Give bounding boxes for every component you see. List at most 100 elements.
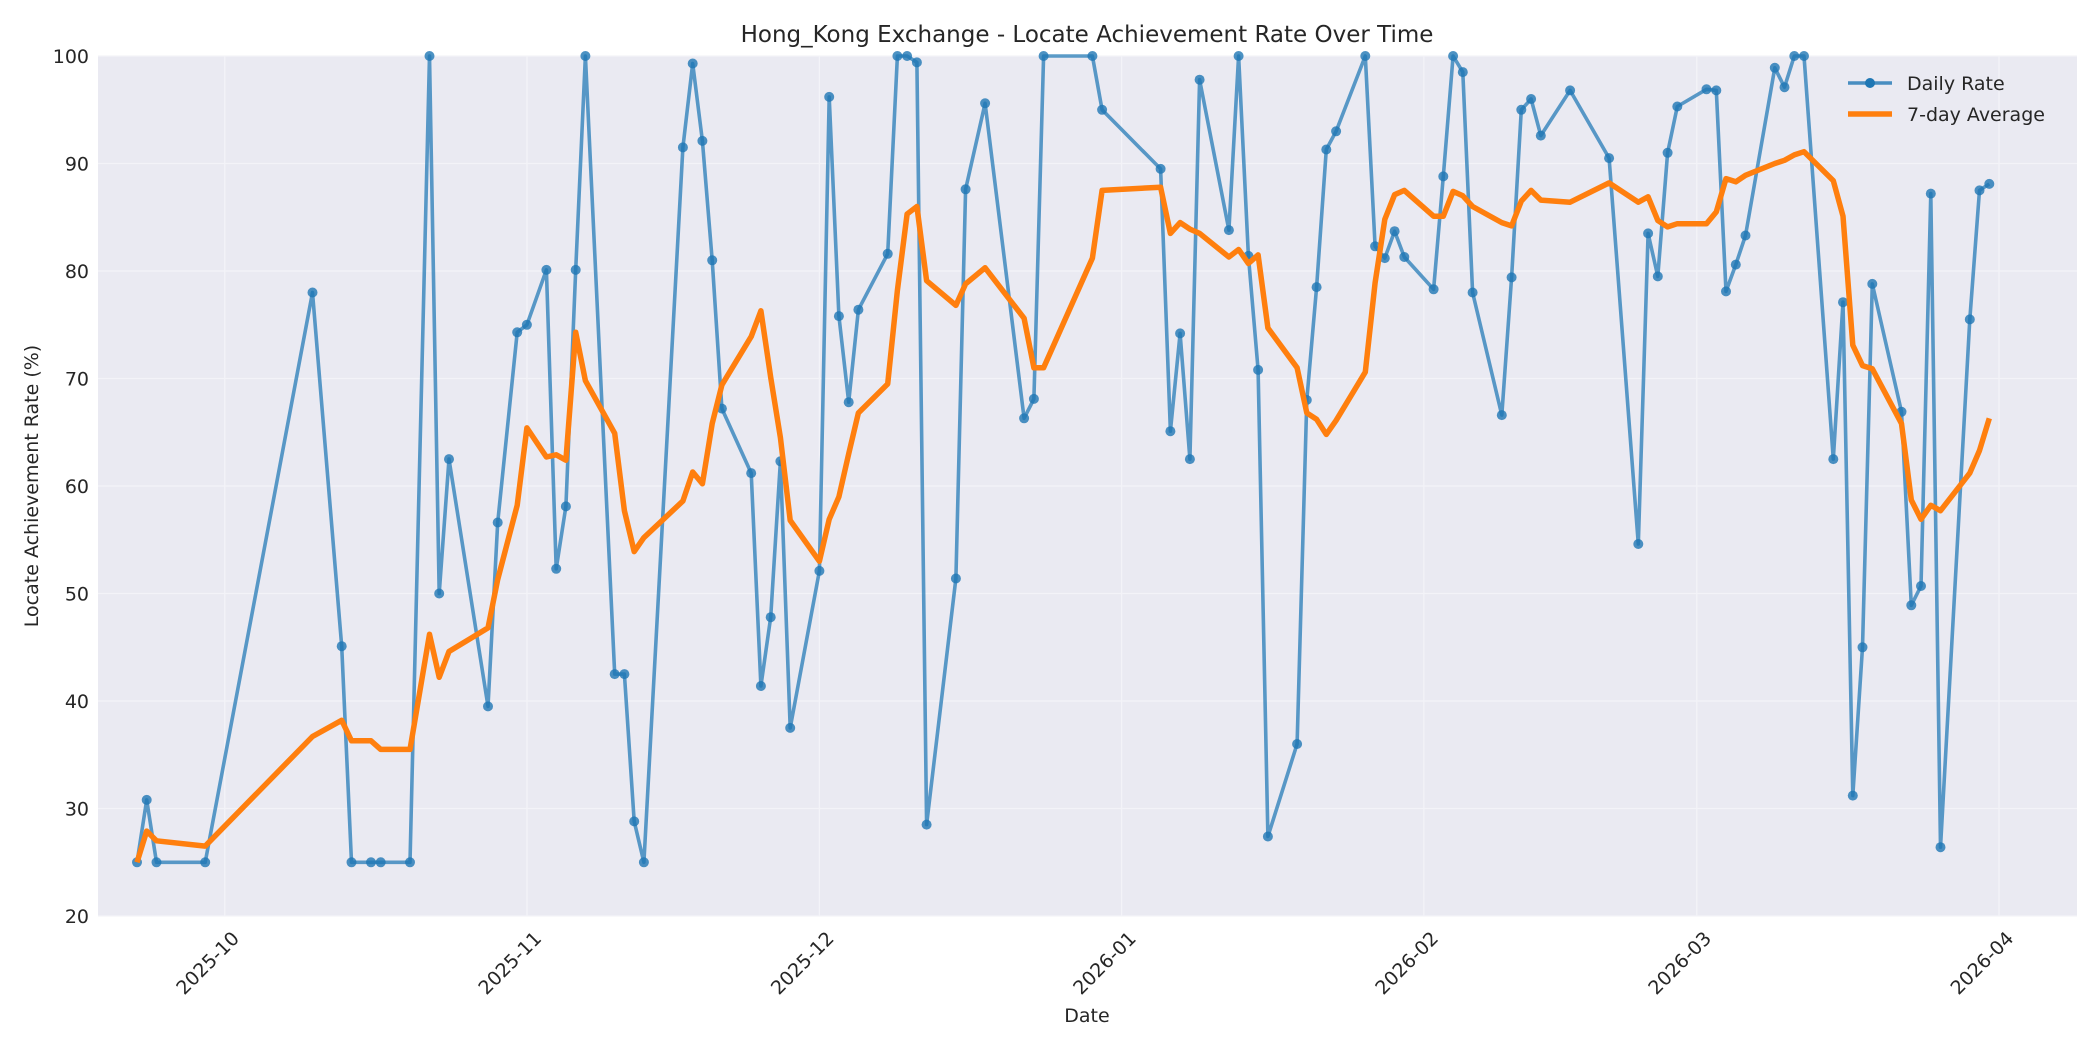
point-daily-rate (1292, 739, 1303, 749)
point-daily-rate (902, 51, 913, 61)
point-daily-rate (151, 857, 162, 868)
point-daily-rate (1721, 286, 1731, 297)
point-daily-rate (405, 857, 415, 868)
point-daily-rate (1652, 271, 1663, 282)
point-daily-rate (336, 641, 347, 652)
point-daily-rate (1331, 126, 1342, 137)
point-daily-rate (609, 669, 620, 680)
point-daily-rate (1438, 171, 1449, 182)
point-daily-rate (882, 248, 893, 259)
legend: Daily Rate 7-day Average (1848, 73, 2045, 126)
point-daily-rate (1672, 101, 1683, 112)
point-daily-rate (1906, 600, 1917, 611)
point-daily-rate (1662, 147, 1673, 158)
point-daily-rate (1028, 393, 1039, 404)
point-daily-rate (638, 857, 649, 868)
point-daily-rate (1223, 225, 1234, 236)
point-daily-rate (1262, 831, 1273, 842)
point-daily-rate (1701, 84, 1712, 95)
y-tick-label: 70 (65, 369, 89, 391)
y-tick-label: 60 (65, 476, 89, 498)
point-daily-rate (1516, 104, 1527, 115)
point-daily-rate (785, 722, 796, 733)
y-tick-label: 30 (65, 799, 89, 821)
point-daily-rate (1730, 259, 1741, 270)
point-daily-rate (580, 51, 591, 61)
point-daily-rate (1643, 228, 1654, 239)
point-daily-rate (1155, 163, 1166, 174)
y-tick-label: 50 (65, 584, 89, 606)
point-daily-rate (1175, 328, 1186, 339)
point-daily-rate (1828, 454, 1839, 465)
point-daily-rate (697, 135, 708, 146)
point-daily-rate (1964, 314, 1975, 325)
point-daily-rate (307, 287, 318, 298)
legend-marker-daily-rate (1865, 78, 1875, 88)
point-daily-rate (1019, 413, 1030, 424)
point-daily-rate (921, 819, 932, 830)
y-axis-ticks: 20 30 40 50 60 70 80 90 100 (53, 46, 89, 928)
point-daily-rate (1789, 51, 1800, 61)
point-daily-rate (570, 264, 581, 275)
point-daily-rate (1428, 284, 1439, 295)
point-daily-rate (1740, 230, 1751, 241)
point-daily-rate (629, 816, 640, 827)
point-daily-rate (1799, 51, 1809, 61)
chart-title: Hong_Kong Exchange - Locate Achievement … (741, 22, 1434, 48)
series-layer (132, 51, 1995, 868)
point-daily-rate (1379, 253, 1390, 264)
point-daily-rate (892, 51, 903, 61)
point-daily-rate (1779, 82, 1790, 93)
point-daily-rate (200, 857, 211, 868)
point-daily-rate (824, 91, 835, 102)
y-tick-label: 40 (65, 691, 89, 713)
point-daily-rate (814, 565, 825, 576)
point-daily-rate (980, 98, 991, 109)
point-daily-rate (541, 264, 552, 275)
y-tick-label: 80 (65, 261, 89, 283)
point-daily-rate (707, 255, 718, 266)
point-daily-rate (1925, 188, 1936, 199)
point-daily-rate (1633, 539, 1644, 549)
point-daily-rate (619, 669, 630, 680)
point-daily-rate (960, 184, 971, 195)
point-daily-rate (1038, 51, 1049, 61)
point-daily-rate (677, 142, 688, 153)
point-daily-rate (1984, 178, 1995, 189)
point-daily-rate (1467, 287, 1478, 298)
point-daily-rate (1916, 581, 1926, 591)
point-daily-rate (843, 397, 854, 408)
point-daily-rate (1506, 272, 1517, 283)
point-daily-rate (141, 794, 152, 805)
point-daily-rate (1311, 282, 1322, 293)
point-daily-rate (1867, 278, 1878, 289)
point-daily-rate (1448, 51, 1459, 61)
point-daily-rate (765, 612, 776, 623)
point-daily-rate (1360, 51, 1371, 61)
point-daily-rate (1935, 842, 1946, 853)
point-daily-rate (746, 468, 757, 479)
point-daily-rate (375, 857, 386, 868)
legend-label-7-day-average: 7-day Average (1907, 104, 2045, 126)
point-daily-rate (1711, 85, 1722, 96)
legend-label-daily-rate: Daily Rate (1907, 73, 2005, 95)
point-daily-rate (434, 588, 445, 599)
point-daily-rate (911, 57, 922, 68)
y-tick-label: 90 (65, 154, 89, 176)
point-daily-rate (1253, 364, 1264, 375)
point-daily-rate (833, 311, 844, 322)
point-daily-rate (1087, 51, 1098, 61)
y-axis-label: Locate Achievement Rate (%) (21, 345, 43, 627)
point-daily-rate (424, 51, 435, 61)
point-daily-rate (521, 319, 532, 330)
point-daily-rate (1457, 67, 1468, 78)
point-daily-rate (1838, 297, 1848, 308)
x-axis-label: Date (1064, 1005, 1109, 1027)
point-daily-rate (346, 857, 357, 868)
point-daily-rate (483, 701, 493, 712)
point-daily-rate (1526, 94, 1537, 104)
point-daily-rate (1097, 104, 1108, 115)
point-daily-rate (687, 58, 698, 69)
point-daily-rate (1857, 642, 1868, 653)
point-daily-rate (1233, 51, 1244, 61)
